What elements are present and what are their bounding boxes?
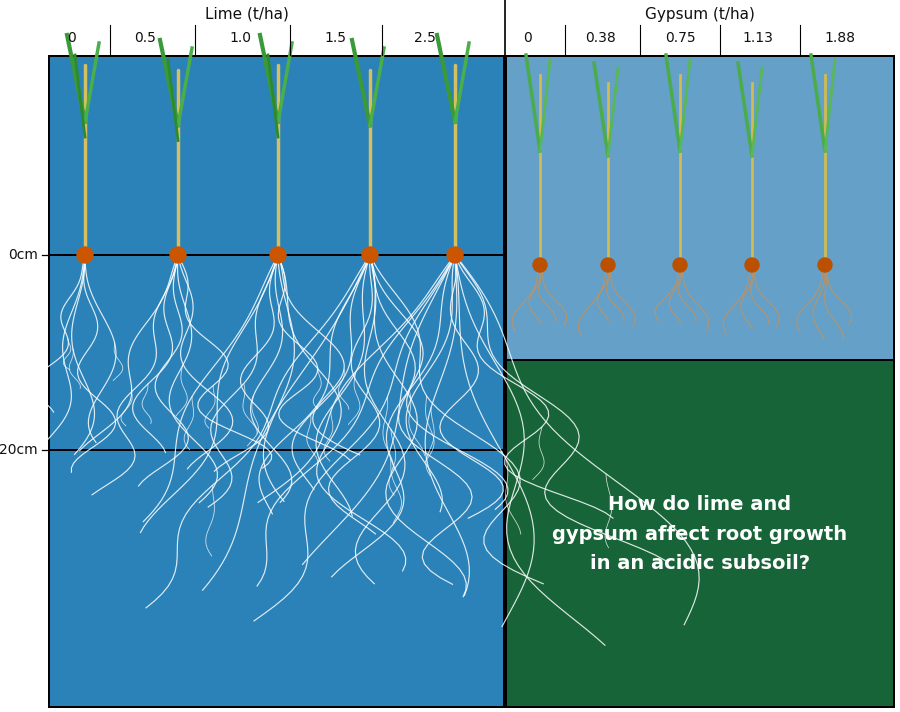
Text: 0.75: 0.75: [665, 31, 696, 45]
Text: 0: 0: [524, 31, 533, 45]
Text: 1.13: 1.13: [742, 31, 773, 45]
Text: 1.5: 1.5: [324, 31, 346, 45]
Circle shape: [745, 258, 759, 272]
Circle shape: [673, 258, 687, 272]
Text: 0: 0: [68, 31, 76, 45]
Circle shape: [601, 258, 615, 272]
Text: How do lime and
gypsum affect root growth
in an acidic subsoil?: How do lime and gypsum affect root growt…: [553, 495, 848, 573]
Text: 0.38: 0.38: [585, 31, 616, 45]
Text: 2.5: 2.5: [414, 31, 436, 45]
Text: 0.5: 0.5: [134, 31, 156, 45]
Text: Lime (t/ha): Lime (t/ha): [205, 6, 289, 21]
Circle shape: [270, 247, 286, 263]
Circle shape: [362, 247, 378, 263]
Text: 1.88: 1.88: [824, 31, 856, 45]
Circle shape: [447, 247, 463, 263]
Circle shape: [77, 247, 93, 263]
Circle shape: [533, 258, 547, 272]
Text: Gypsum (t/ha): Gypsum (t/ha): [645, 6, 755, 21]
Text: 0cm: 0cm: [8, 248, 38, 262]
Text: 20cm: 20cm: [0, 443, 38, 457]
Circle shape: [818, 258, 832, 272]
Text: 1.0: 1.0: [229, 31, 251, 45]
Circle shape: [170, 247, 186, 263]
